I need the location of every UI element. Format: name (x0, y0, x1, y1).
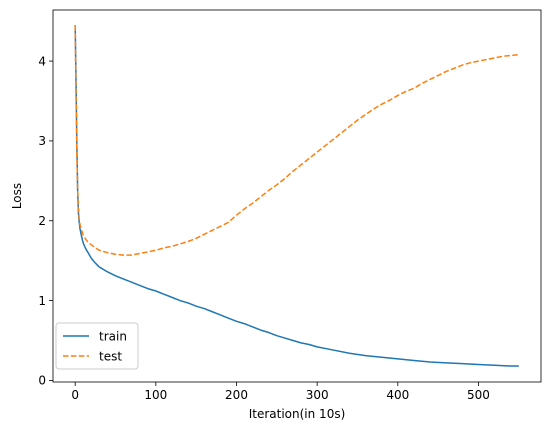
x-axis-label: Iteration(in 10s) (249, 407, 346, 421)
legend: train test (55, 322, 139, 370)
x-tick-label: 100 (144, 388, 167, 402)
x-tick-label: 200 (225, 388, 248, 402)
y-tick-label: 1 (38, 294, 46, 308)
x-tick-label: 400 (386, 388, 409, 402)
y-tick-label: 3 (38, 134, 46, 148)
plot-area (74, 25, 519, 367)
legend-box (55, 322, 139, 370)
y-tick-label: 4 (38, 54, 46, 68)
x-tick-label: 300 (306, 388, 329, 402)
series-line-train (74, 25, 519, 367)
y-axis-label: Loss (10, 183, 24, 209)
x-tick-label: 500 (467, 388, 490, 402)
axes-frame (52, 9, 542, 383)
x-tick-label: 0 (71, 388, 79, 402)
y-tick-label: 0 (38, 374, 46, 388)
legend-label-train: train (99, 329, 127, 343)
series-line-test (74, 25, 519, 256)
axes: 0 100 200 300 400 500 0 1 2 3 4 (38, 9, 542, 402)
y-tick-label: 2 (38, 214, 46, 228)
legend-label-test: test (99, 349, 122, 363)
